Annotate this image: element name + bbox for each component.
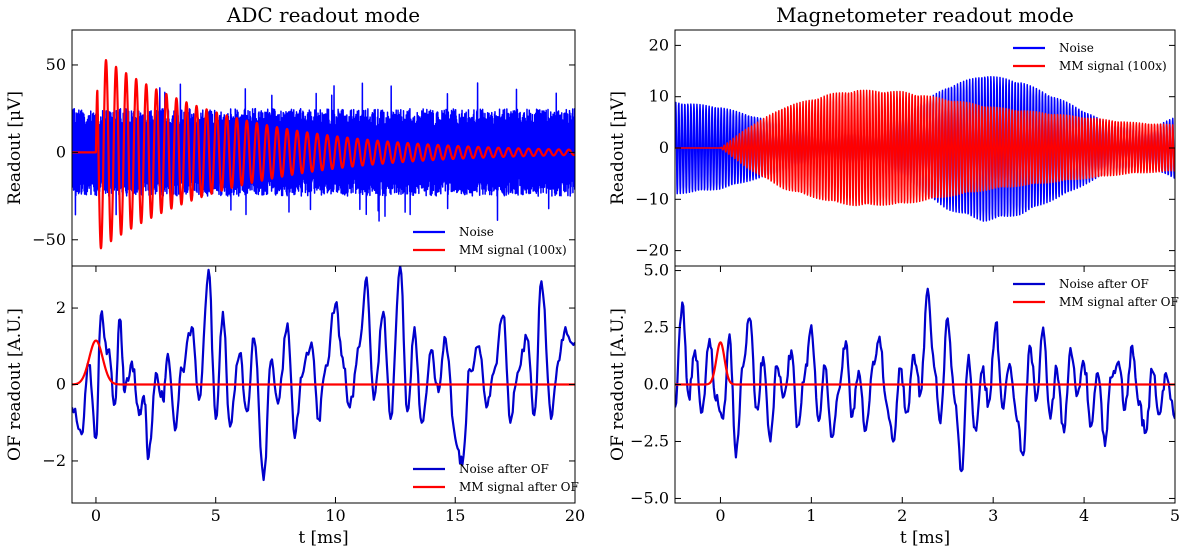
series-line-2-1 xyxy=(675,89,1175,207)
x-tick-label: 5 xyxy=(1170,506,1180,525)
panel-3: −5.0 −2.5 0.0 2.5 5.0 0 1 2 3 4 5 t [ms] OF readout … xyxy=(608,261,1180,548)
plot-area xyxy=(72,266,575,482)
y-tick-label: 5.0 xyxy=(644,261,669,280)
x-tick-label: 15 xyxy=(445,506,465,525)
y-axis-label: Readout [μV] xyxy=(608,91,628,205)
y-tick-label: −2 xyxy=(42,451,66,470)
legend: Noise after OF MM signal after OF xyxy=(1013,277,1179,309)
y-tick-label: 0.0 xyxy=(644,375,669,394)
y-tick-label: 20 xyxy=(649,35,669,54)
x-tick-label: 0 xyxy=(91,506,101,525)
legend-label: Noise xyxy=(459,225,494,239)
y-tick-label: 50 xyxy=(46,55,66,74)
legend: Noise after OF MM signal after OF xyxy=(413,462,579,494)
y-tick-label: −20 xyxy=(635,241,669,260)
panel-0: −50 0 50 ADC readout mode Readout [μV] Noise M… xyxy=(5,3,576,267)
y-tick-label: 0 xyxy=(56,375,66,394)
x-tick-label: 10 xyxy=(325,506,345,525)
series-line-3-1 xyxy=(675,341,1175,386)
plot-area xyxy=(675,76,1175,222)
chart-title: Magnetometer readout mode xyxy=(776,3,1074,27)
x-tick-label: 20 xyxy=(565,506,585,525)
x-tick-label: 1 xyxy=(806,506,816,525)
y-axis-label: OF readout [A.U.] xyxy=(608,308,628,461)
series-line-1-1 xyxy=(72,339,575,386)
plot-area xyxy=(675,287,1175,473)
x-tick-label: 3 xyxy=(988,506,998,525)
x-tick-label: 0 xyxy=(715,506,725,525)
plot-area xyxy=(72,58,575,250)
legend-label: MM signal (100x) xyxy=(459,243,567,257)
legend: Noise MM signal (100x) xyxy=(413,225,567,257)
y-tick-label: −2.5 xyxy=(630,431,669,450)
y-tick-label: 0 xyxy=(659,138,669,157)
legend-label: Noise after OF xyxy=(1059,277,1149,291)
series-line-3-0 xyxy=(675,287,1175,473)
y-tick-label: 2 xyxy=(56,298,66,317)
legend-label: MM signal after OF xyxy=(1059,295,1179,309)
y-tick-label: 0 xyxy=(56,142,66,161)
x-tick-label: 4 xyxy=(1079,506,1089,525)
series-line-0-1 xyxy=(72,58,575,250)
x-tick-label: 5 xyxy=(211,506,221,525)
legend-label: Noise xyxy=(1059,41,1094,55)
y-tick-label: 2.5 xyxy=(644,318,669,337)
chart-title: ADC readout mode xyxy=(226,3,420,27)
y-tick-label: −10 xyxy=(635,189,669,208)
y-tick-label: −50 xyxy=(32,230,66,249)
x-axis-label: t [ms] xyxy=(298,528,348,548)
series-line-0-0 xyxy=(72,82,575,222)
x-axis-label: t [ms] xyxy=(900,528,950,548)
panel-2: −20 −10 0 10 20 Magnetometer readout mode Read… xyxy=(608,3,1176,267)
legend: Noise MM signal (100x) xyxy=(1013,41,1167,73)
y-tick-label: 10 xyxy=(649,87,669,106)
legend-label: MM signal (100x) xyxy=(1059,59,1167,73)
y-tick-label: −5.0 xyxy=(630,488,669,507)
y-axis-label: OF readout [A.U.] xyxy=(5,308,25,461)
legend-label: MM signal after OF xyxy=(459,480,579,494)
y-axis-label: Readout [μV] xyxy=(5,91,25,205)
series-line-1-0 xyxy=(72,266,575,482)
x-tick-label: 2 xyxy=(897,506,907,525)
legend-label: Noise after OF xyxy=(459,462,549,476)
